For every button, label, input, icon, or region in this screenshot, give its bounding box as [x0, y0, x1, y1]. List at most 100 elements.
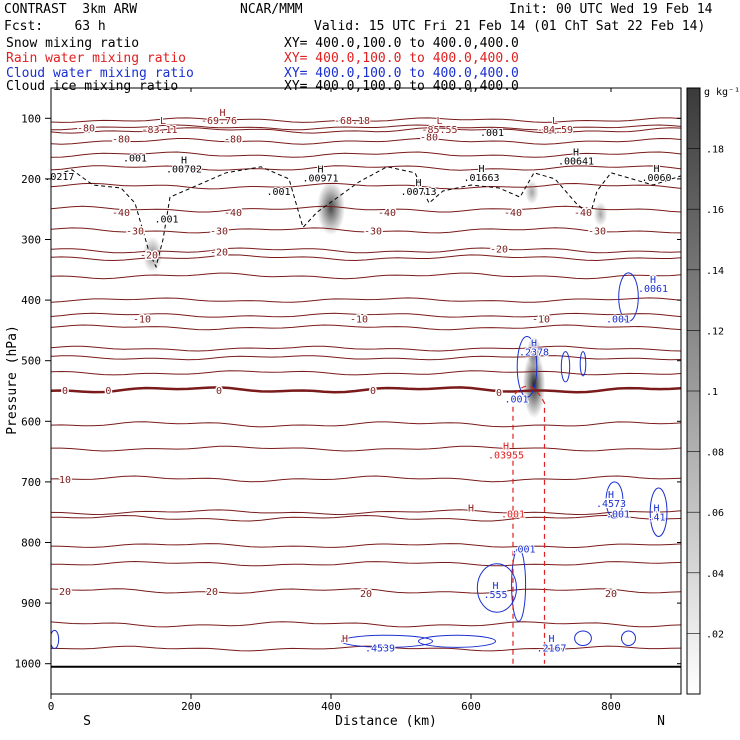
y-tick-label: 900	[21, 597, 41, 610]
temperature-contour	[51, 421, 681, 428]
cloud-water-contour	[516, 335, 538, 398]
temperature-contour	[51, 543, 681, 549]
temperature-label: 10	[59, 475, 71, 486]
extremum-label: H	[608, 490, 614, 501]
extremum-label: H	[548, 634, 554, 645]
extremum-label: .001	[154, 214, 178, 225]
x-tick-label: 800	[601, 700, 621, 713]
rain-water-contour	[512, 385, 546, 664]
temperature-label: -10	[133, 314, 151, 325]
extremum-label: H	[342, 634, 348, 645]
x-tick-label: 200	[181, 700, 201, 713]
temperature-contour	[51, 182, 681, 190]
extremum-label: H	[531, 339, 537, 350]
temperature-contour	[51, 621, 681, 628]
extremum-label: .001	[504, 394, 528, 405]
temperature-label: 20	[360, 589, 372, 600]
temperature-contour	[51, 445, 681, 452]
temperature-label: -20	[140, 251, 158, 262]
cloud-water-contour	[649, 487, 668, 537]
plot-frame	[50, 87, 682, 695]
extremum-label: .001	[501, 509, 525, 520]
cloud-water-contour	[418, 634, 496, 648]
colorbar-tick-label: .04	[706, 569, 724, 580]
extremum-label: .00971	[302, 174, 338, 185]
x-end-label-north: N	[657, 714, 665, 729]
field-xy-cloud-water: XY= 400.0,100.0 to 400.0,400.0	[284, 66, 519, 81]
temperature-label: 0	[370, 386, 376, 397]
temperature-contour	[51, 165, 681, 171]
cloud-water-contour	[476, 563, 517, 613]
colorbar-unit: g kg⁻¹	[704, 87, 740, 98]
extremum-label: L	[160, 116, 166, 127]
cloud-water-contour	[560, 351, 571, 383]
field-label-snow: Snow mixing ratio	[6, 36, 140, 51]
cloud-water-contours	[51, 272, 668, 650]
extremum-label: H	[478, 164, 484, 175]
x-tick-label: 400	[321, 700, 341, 713]
temperature-label: -40	[224, 208, 242, 219]
extremum-label: H	[653, 164, 659, 175]
colorbar-tick-label: .02	[706, 629, 724, 640]
temperature-contour	[51, 137, 681, 145]
temperature-label: -40	[574, 208, 592, 219]
temperature-contour	[51, 254, 681, 262]
extremum-label: H	[219, 108, 225, 119]
temperature-label: 0	[496, 388, 502, 399]
extremum-label: .001	[266, 187, 290, 198]
rain-water-contours	[512, 385, 546, 664]
temperature-contour	[51, 509, 681, 516]
y-axis-label: Pressure (hPa)	[5, 325, 20, 435]
x-end-label-south: S	[83, 714, 91, 729]
y-tick-label: 1000	[15, 658, 42, 671]
temperature-contour	[51, 247, 681, 254]
field-label-rain: Rain water mixing ratio	[6, 51, 187, 66]
cloud-water-contour	[579, 351, 587, 377]
temperature-contour	[51, 272, 681, 280]
extremum-label: .2378	[519, 348, 549, 359]
temperature-label: -30	[588, 226, 606, 237]
colorbar-tick-label: .1	[706, 387, 718, 398]
temperature-label: 20	[605, 589, 617, 600]
y-tick-label: 500	[21, 355, 41, 368]
temperature-label: -30	[126, 226, 144, 237]
y-tick-label: 100	[21, 112, 41, 125]
cloud-water-contour	[621, 630, 636, 647]
extremum-label: .001	[606, 314, 630, 325]
extremum-label: .001	[123, 154, 147, 165]
forecast-hour: Fcst: 63 h	[4, 19, 106, 34]
freezing-level-contour	[51, 386, 681, 394]
org-label: NCAR/MMM	[240, 2, 303, 17]
temperature-label: 20	[59, 587, 71, 598]
temperature-label: -40	[112, 208, 130, 219]
extremum-label: L	[552, 116, 558, 127]
extremum-label: .555	[483, 590, 507, 601]
x-axis-label: Distance (km)	[335, 714, 437, 729]
snow-shade-blob	[317, 180, 345, 236]
temperature-contour	[51, 124, 681, 131]
field-label-cloud-ice: Cloud ice mixing ratio	[6, 79, 179, 94]
extremum-label: .001	[606, 509, 630, 520]
colorbar-tick-label: .12	[706, 326, 724, 337]
cloud-water-contour	[511, 548, 527, 622]
extremum-label: .00702	[166, 165, 202, 176]
temperature-label: -20	[490, 245, 508, 256]
y-tick-label: 700	[21, 476, 41, 489]
temperature-contour	[51, 345, 681, 352]
extremum-label: H	[181, 156, 187, 167]
extremum-label: H	[415, 178, 421, 189]
cloud-water-contour	[51, 629, 60, 650]
extremum-label: .41	[647, 512, 665, 523]
snow-shade-blob	[522, 351, 546, 419]
colorbar-tick-label: .16	[706, 205, 724, 216]
field-xy-cloud-ice: XY= 400.0,100.0 to 400.0,400.0	[284, 79, 519, 94]
colorbar-ticks: .02 .04 .06 .08 .1 .12 .14 .16 .18	[687, 145, 724, 640]
extremum-label: H	[650, 275, 656, 286]
snow-shade-blob	[527, 336, 541, 367]
extremum-label: -69.76	[201, 116, 237, 127]
cloud-water-contour	[341, 634, 433, 648]
extremum-label: .00713	[400, 187, 436, 198]
field-xy-snow: XY= 400.0,100.0 to 400.0,400.0	[284, 36, 519, 51]
